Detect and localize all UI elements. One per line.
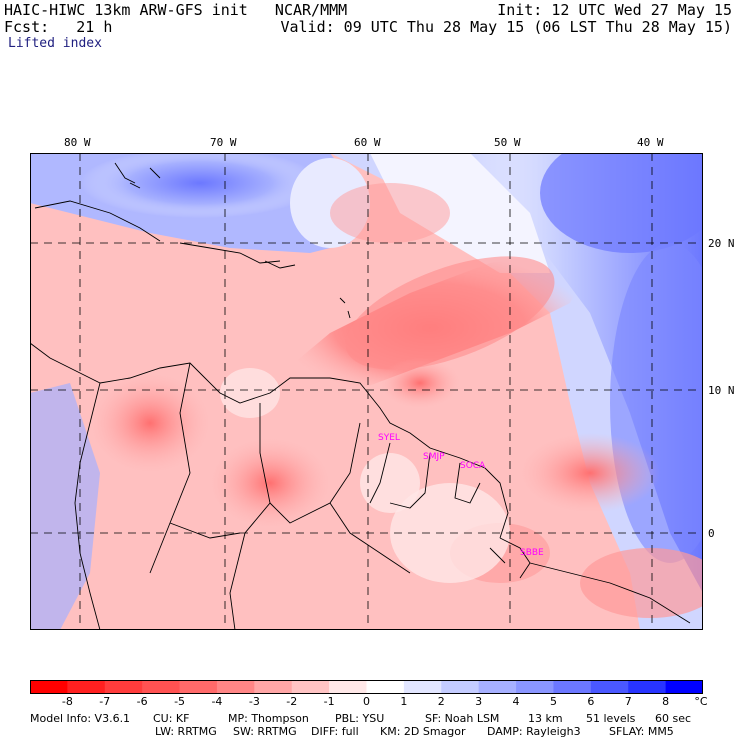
footer-resolution: 13 km [528,712,563,725]
footer-pbl: PBL: YSU [335,712,385,725]
colorbar-unit: °C [694,695,708,708]
colorbar-cell [516,680,554,694]
lon-label-80w: 80 W [64,136,91,149]
colorbar-tick-label: 8 [662,695,670,708]
colorbar-tick-label: 5 [549,695,557,708]
footer-cu: CU: KF [153,712,190,725]
colorbar-tick-label: -3 [248,695,260,708]
colorbar-cell [104,680,143,694]
colorbar-cell [30,680,68,694]
lat-label-0: 0 [708,527,715,540]
lon-label-60w: 60 W [354,136,381,149]
station-label-sbbe: SBBE [520,548,544,558]
colorbar-cell [553,680,592,694]
footer-levels: 51 levels [586,712,636,725]
lon-label-40w: 40 W [637,136,664,149]
colorbar-tick-label: 1 [400,695,408,708]
colorbar-tick-label: -6 [136,695,148,708]
colorbar-tick-label: 7 [624,695,632,708]
station-label-syel: SYEL [378,433,400,443]
colorbar-tick-label: -4 [211,695,223,708]
colorbar-tick-label: 0 [363,695,370,708]
footer-diff: DIFF: full [311,725,359,738]
colorbar-cell [628,680,667,694]
footer-model-info: Model Info: V3.6.1 [30,712,131,725]
colorbar-tick-label: -8 [61,695,73,708]
lon-label-50w: 50 W [494,136,521,149]
colorbar-cell [291,680,330,694]
colorbar-cell [142,680,181,694]
footer-sflay: SFLAY: MM5 [609,725,674,738]
colorbar-tick-label: -7 [99,695,111,708]
colorbar-tick-label: -1 [323,695,335,708]
field-name: Lifted index [8,36,102,51]
colorbar-tick-label: 6 [587,695,595,708]
lifted-index-map: SYEL SMJP SOCA SBBE [30,153,703,630]
station-label-soca: SOCA [460,461,486,471]
footer-mp: MP: Thompson [228,712,309,725]
colorbar-tick-label: -2 [286,695,298,708]
colorbar-cell [216,680,255,694]
model-title: HAIC-HIWC 13km ARW-GFS init NCAR/MMM [4,1,348,19]
colorbar-tick-label: 4 [512,695,520,708]
colorbar-cell [590,680,629,694]
colorbar-cell [478,680,517,694]
valid-time: Valid: 09 UTC Thu 28 May 15 (06 LST Thu … [280,18,732,36]
lat-label-10n: 10 N [708,384,735,397]
colorbar-tick-label: 3 [475,695,483,708]
colorbar-tick-label: 2 [437,695,445,708]
colorbar-cell [254,680,293,694]
colorbar-cell [665,680,703,694]
colorbar [30,680,703,694]
colorbar-cell [403,680,442,694]
colorbar-tick-label: -5 [174,695,186,708]
footer-km: KM: 2D Smagor [380,725,466,738]
colorbar-cell [67,680,106,694]
lat-label-20n: 20 N [708,237,735,250]
footer-damp: DAMP: Rayleigh3 [487,725,581,738]
colorbar-cell [366,680,405,694]
colorbar-cell [441,680,480,694]
footer-timestep: 60 sec [655,712,692,725]
footer-sw: SW: RRTMG [233,725,297,738]
lon-label-70w: 70 W [210,136,237,149]
colorbar-cell [329,680,367,694]
colorbar-cell [179,680,218,694]
forecast-hour: Fcst: 21 h [4,18,113,36]
station-label-smjp: SMJP [423,452,445,462]
init-time: Init: 12 UTC Wed 27 May 15 [497,1,732,19]
footer-lw: LW: RRTMG [155,725,217,738]
footer-sf: SF: Noah LSM [425,712,500,725]
